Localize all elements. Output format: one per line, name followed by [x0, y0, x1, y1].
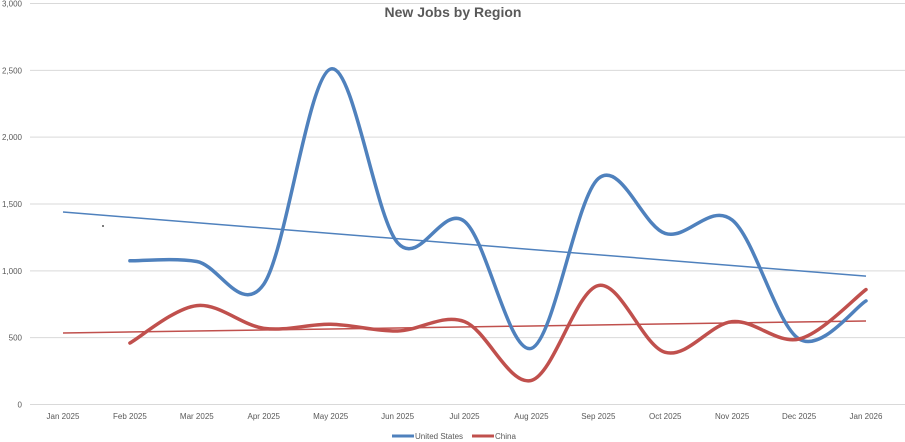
- x-tick-label: Jun 2025: [381, 412, 414, 421]
- x-tick-label: Dec 2025: [782, 412, 817, 421]
- trendline-0: [62, 211, 867, 277]
- y-tick-label: 500: [9, 334, 23, 343]
- x-tick-label: Jul 2025: [449, 412, 480, 421]
- x-tick-label: Mar 2025: [180, 412, 214, 421]
- x-tick-label: Nov 2025: [715, 412, 750, 421]
- trendlines: [62, 211, 867, 334]
- legend: United States China: [392, 432, 516, 441]
- y-tick-label: 1,000: [2, 267, 23, 276]
- y-tick-label: 2,000: [2, 133, 23, 142]
- legend-label: China: [495, 432, 516, 441]
- x-tick-label: Oct 2025: [649, 412, 682, 421]
- y-tick-label: 0: [18, 401, 23, 410]
- series-line-china: [128, 283, 868, 383]
- stray-dot: [102, 225, 104, 227]
- series-line-united-states: [128, 67, 868, 351]
- y-tick-label: 2,500: [2, 66, 23, 75]
- series-lines: [128, 67, 868, 383]
- chart-title: New Jobs by Region: [385, 4, 522, 20]
- y-axis-ticks: 0 500 1,000 1,500 2,000 2,500 3,000: [2, 0, 23, 410]
- x-axis-ticks: Jan 2025 Feb 2025 Mar 2025 Apr 2025 May 2025…: [47, 412, 883, 421]
- x-tick-label: Apr 2025: [248, 412, 281, 421]
- y-tick-label: 3,000: [2, 0, 23, 9]
- x-tick-label: Jan 2025: [47, 412, 80, 421]
- x-tick-label: Feb 2025: [113, 412, 147, 421]
- x-tick-label: Sep 2025: [581, 412, 616, 421]
- legend-label: United States: [415, 432, 463, 441]
- y-tick-label: 1,500: [2, 200, 23, 209]
- x-tick-label: Aug 2025: [514, 412, 549, 421]
- x-tick-label: May 2025: [313, 412, 349, 421]
- x-tick-label: Jan 2026: [850, 412, 883, 421]
- gridlines: [30, 3, 905, 405]
